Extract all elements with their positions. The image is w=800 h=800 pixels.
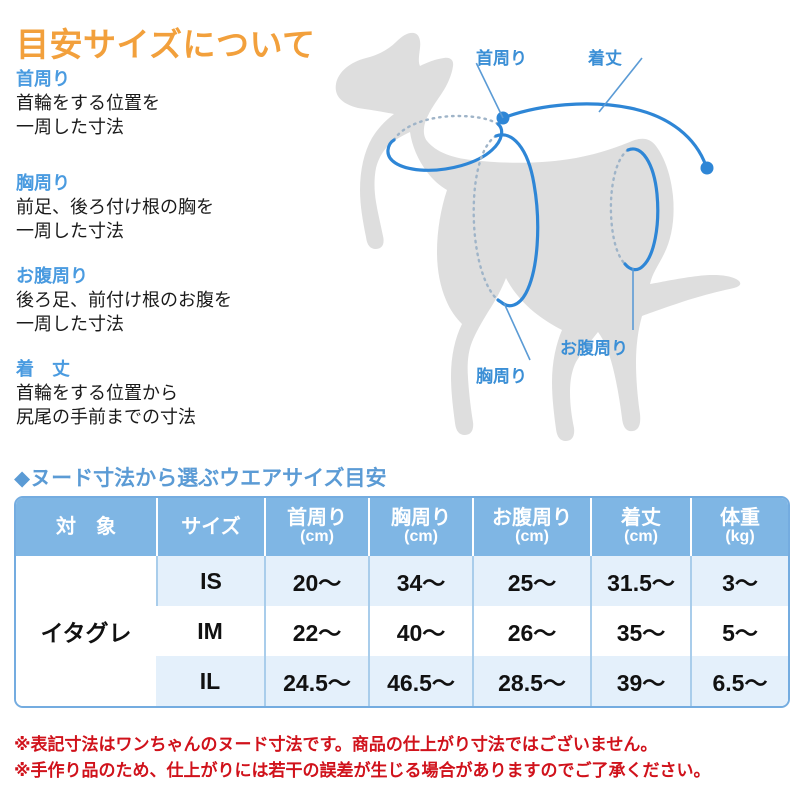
description-length-heading: 着 丈 xyxy=(16,359,70,379)
description-chest-line-1: 前足、後ろ付け根の胸を xyxy=(16,196,214,217)
cell-neck: 22〜 xyxy=(264,606,368,656)
target-label: イタグレ xyxy=(16,556,156,706)
description-chest-line-2: 一周した寸法 xyxy=(16,220,124,241)
callout-belly: お腹周り xyxy=(560,339,628,358)
cell-size: IL xyxy=(156,656,264,706)
cell-neck: 20〜 xyxy=(264,556,368,606)
callout-chest: 胸周り xyxy=(476,367,527,386)
col-header-chest: 胸周り (cm) xyxy=(368,498,472,556)
cell-chest: 40〜 xyxy=(368,606,472,656)
cell-length: 31.5〜 xyxy=(590,556,690,606)
cell-weight: 6.5〜 xyxy=(690,656,788,706)
table-row: イタグレ IS 20〜 34〜 25〜 31.5〜 3〜 xyxy=(16,556,788,706)
description-length-line-2: 尻尾の手前までの寸法 xyxy=(16,406,196,427)
table-row: IL 24.5〜 46.5〜 28.5〜 39〜 6.5〜 xyxy=(16,656,788,706)
cell-chest: 34〜 xyxy=(368,556,472,606)
size-table: 対 象 サイズ 首周り (cm) 胸周り (cm) お腹周り (cm) xyxy=(14,496,790,708)
col-header-belly: お腹周り (cm) xyxy=(472,498,590,556)
chest-leader-line xyxy=(503,302,531,361)
table-header-row: 対 象 サイズ 首周り (cm) 胸周り (cm) お腹周り (cm) xyxy=(16,498,788,556)
length-leader-line xyxy=(598,57,643,113)
callout-length: 着丈 xyxy=(588,49,622,68)
cell-belly: 25〜 xyxy=(472,556,590,606)
footnote-1: ※表記寸法はワンちゃんのヌード寸法です。商品の仕上がり寸法ではございません。 xyxy=(14,735,658,754)
cell-belly: 28.5〜 xyxy=(472,656,590,706)
callout-neck: 首周り xyxy=(476,49,527,68)
belly-measurement-ellipse xyxy=(609,147,660,272)
description-neck-line-1: 首輪をする位置を xyxy=(16,92,160,113)
description-belly-heading: お腹周り xyxy=(16,266,88,286)
description-neck: 首周り 首輪をする位置を 一周した寸法 xyxy=(16,68,160,139)
col-header-weight: 体重 (kg) xyxy=(690,498,788,556)
table-row: IM 22〜 40〜 26〜 35〜 5〜 xyxy=(16,606,788,656)
cell-length: 35〜 xyxy=(590,606,690,656)
col-header-neck: 首周り (cm) xyxy=(264,498,368,556)
cell-chest: 46.5〜 xyxy=(368,656,472,706)
cell-weight: 3〜 xyxy=(690,556,788,606)
col-header-target: 対 象 xyxy=(16,498,156,556)
cell-length: 39〜 xyxy=(590,656,690,706)
cell-belly: 26〜 xyxy=(472,606,590,656)
footnotes: ※表記寸法はワンちゃんのヌード寸法です。商品の仕上がり寸法ではございません。 ※… xyxy=(14,732,711,785)
description-chest: 胸周り 前足、後ろ付け根の胸を 一周した寸法 xyxy=(16,172,214,243)
chest-measurement-ellipse xyxy=(472,133,540,308)
description-neck-heading: 首周り xyxy=(16,69,70,89)
cell-weight: 5〜 xyxy=(690,606,788,656)
dog-measurement-diagram: 首周り 着丈 胸周り お腹周り xyxy=(290,0,800,460)
col-header-size: サイズ xyxy=(156,498,264,556)
description-chest-heading: 胸周り xyxy=(16,173,70,193)
cell-size: IM xyxy=(156,606,264,656)
description-neck-line-2: 一周した寸法 xyxy=(16,116,124,137)
col-header-length: 着丈 (cm) xyxy=(590,498,690,556)
description-length-line-1: 首輪をする位置から xyxy=(16,382,178,403)
page-title: 目安サイズについて xyxy=(16,26,316,63)
length-end-dot xyxy=(700,161,714,175)
neck-leader-line xyxy=(475,62,504,119)
table-section-heading: ◆ヌード寸法から選ぶウエアサイズ目安 xyxy=(14,467,387,490)
description-belly-line-1: 後ろ足、前付け根のお腹を xyxy=(16,289,232,310)
description-belly: お腹周り 後ろ足、前付け根のお腹を 一周した寸法 xyxy=(16,265,232,336)
cell-size: IS xyxy=(156,556,264,606)
footnote-2: ※手作り品のため、仕上がりには若干の誤差が生じる場合がありますのでご了承ください… xyxy=(14,761,711,781)
neck-measurement-ellipse xyxy=(386,114,504,172)
description-length: 着 丈 首輪をする位置から 尻尾の手前までの寸法 xyxy=(16,358,196,429)
dog-diagram-svg xyxy=(335,32,741,441)
cell-neck: 24.5〜 xyxy=(264,656,368,706)
description-belly-line-2: 一周した寸法 xyxy=(16,313,124,334)
